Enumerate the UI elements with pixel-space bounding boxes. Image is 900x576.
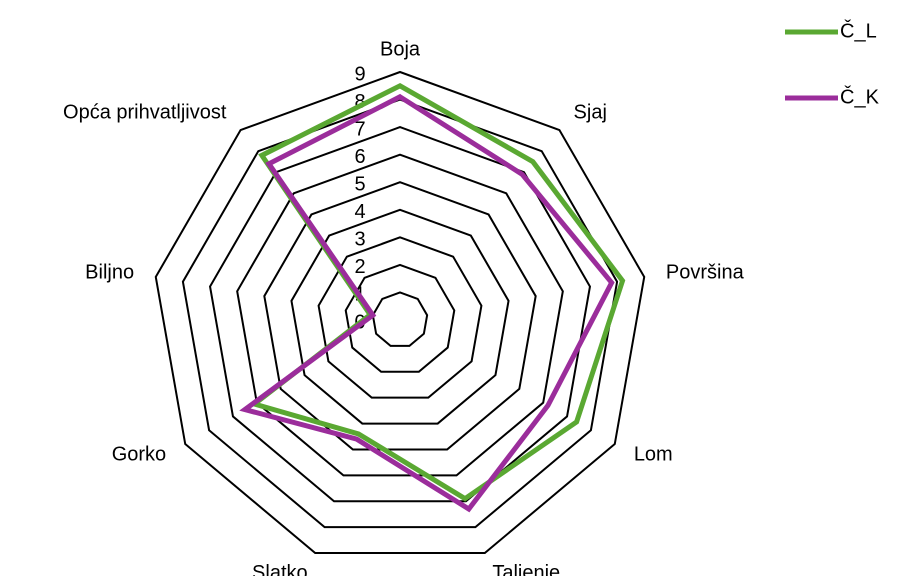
grid-ring — [208, 126, 592, 503]
grid-ring — [317, 236, 483, 399]
grid-ring — [290, 208, 510, 425]
axis-label: Slatko — [252, 562, 308, 576]
grid-ring — [154, 70, 646, 555]
axis-label: Gorko — [112, 443, 166, 465]
r-tick-label: 2 — [354, 256, 365, 278]
axis-label: Sjaj — [574, 101, 607, 123]
r-tick-label: 3 — [354, 229, 365, 251]
r-tick-label: 7 — [354, 118, 365, 140]
axis-label: Boja — [380, 38, 421, 60]
axis-label: Površina — [666, 261, 745, 283]
axis-label: Taljenje — [492, 562, 560, 576]
axis-label: Biljno — [85, 261, 134, 283]
r-tick-label: 8 — [354, 91, 365, 113]
grid-ring — [181, 98, 619, 529]
legend-label: Č_K — [840, 85, 880, 108]
axis-label: Opća prihvatljivost — [63, 101, 227, 123]
axis-label: Lom — [634, 443, 673, 465]
grid-ring — [371, 291, 429, 347]
r-tick-label: 9 — [354, 63, 365, 85]
grid-ring — [263, 181, 537, 451]
r-tick-label: 5 — [354, 174, 365, 196]
series-line — [248, 82, 626, 502]
series-line — [239, 93, 615, 513]
grid-ring — [236, 153, 564, 477]
r-tick-label: 4 — [354, 201, 365, 223]
r-tick-label: 6 — [354, 146, 365, 168]
legend-label: Č_L — [840, 19, 877, 42]
